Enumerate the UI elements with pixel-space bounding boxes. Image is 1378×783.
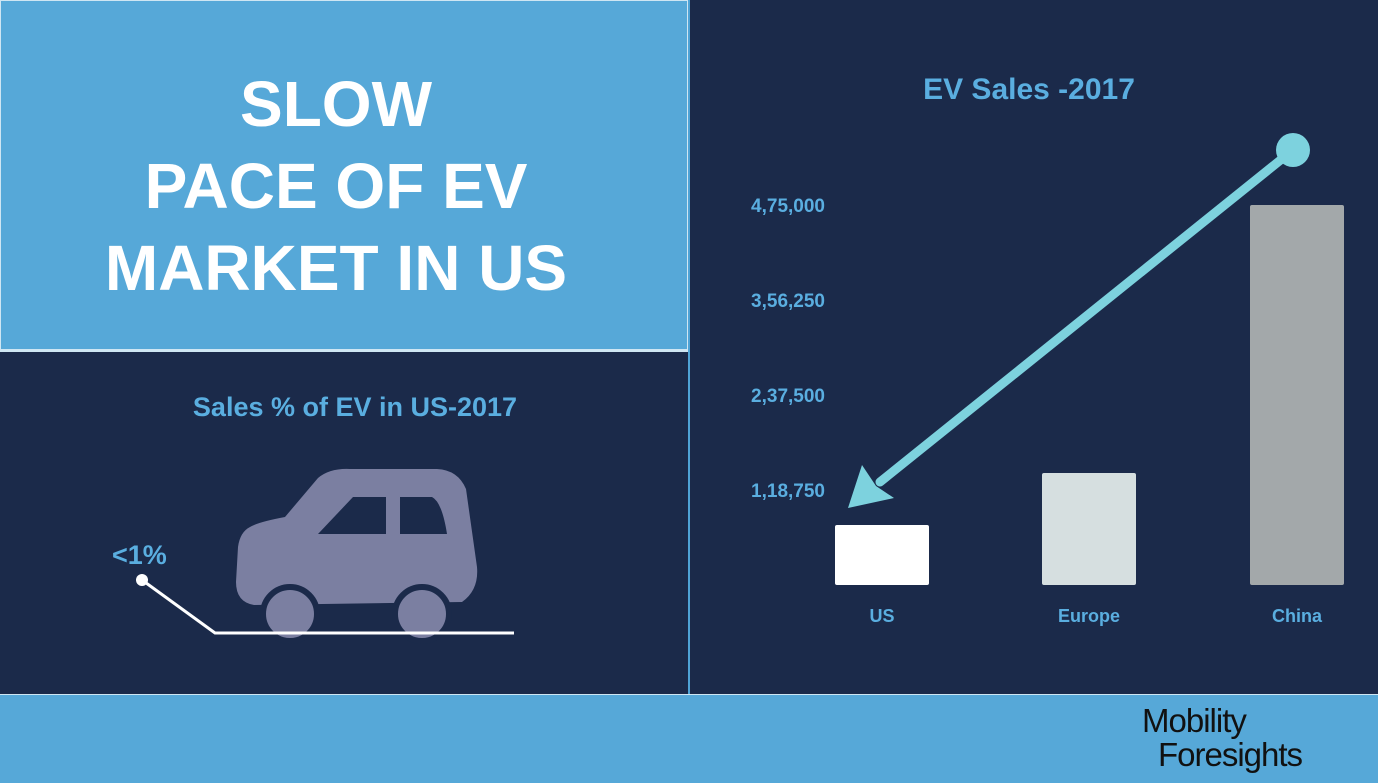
trend-arrow-head-icon [848, 465, 894, 508]
x-tick-label-china: China [1272, 606, 1323, 626]
y-axis-ticks: 1,18,750 2,37,500 3,56,250 4,75,000 [751, 196, 825, 502]
y-tick-label: 1,18,750 [751, 481, 825, 502]
us-share-panel: Sales % of EV in US-2017 <1% [0, 350, 688, 694]
ev-sales-chart-panel: EV Sales -2017 1,18,750 2,37,500 3,56,250 4… [690, 0, 1378, 694]
page-title: SLOW PACE OF EV MARKET IN US [104, 68, 568, 304]
car-window-front-icon [318, 497, 386, 534]
percent-pointer-dot [136, 574, 148, 586]
percent-pointer-line [141, 578, 514, 635]
us-share-title: Sales % of EV in US-2017 [192, 392, 518, 422]
title-panel: SLOW PACE OF EV MARKET IN US [0, 0, 688, 350]
mobility-foresights-logo: Mobility Foresights [1142, 702, 1332, 778]
car-window-rear-icon [400, 497, 447, 534]
trend-arrow-shaft [875, 145, 1298, 487]
ev-sales-chart: EV Sales -2017 1,18,750 2,37,500 3,56,250 4… [751, 73, 1344, 626]
bars [835, 205, 1344, 585]
x-tick-label-europe: Europe [1058, 606, 1120, 626]
x-axis-labels: US Europe China [869, 606, 1322, 626]
chart-title: EV Sales -2017 [923, 73, 1135, 106]
bar-china [1250, 205, 1344, 585]
trend-arrow [848, 133, 1310, 508]
percent-label: <1% [112, 540, 167, 570]
y-tick-label: 2,37,500 [751, 386, 825, 407]
footer-bar [0, 694, 1378, 783]
car-wheel-rear-icon [260, 584, 320, 644]
logo-line-2: Foresights [1158, 736, 1303, 773]
y-tick-label: 3,56,250 [751, 291, 825, 312]
car-illustration: <1% [112, 468, 514, 644]
trend-arrow-start-dot [1276, 133, 1310, 167]
bar-europe [1042, 473, 1136, 585]
car-body-icon [236, 468, 478, 605]
logo-line-1: Mobility [1142, 702, 1247, 739]
x-tick-label-us: US [869, 606, 894, 626]
car-wheel-front-icon [392, 584, 452, 644]
bar-us [835, 525, 929, 585]
y-tick-label: 4,75,000 [751, 196, 825, 217]
